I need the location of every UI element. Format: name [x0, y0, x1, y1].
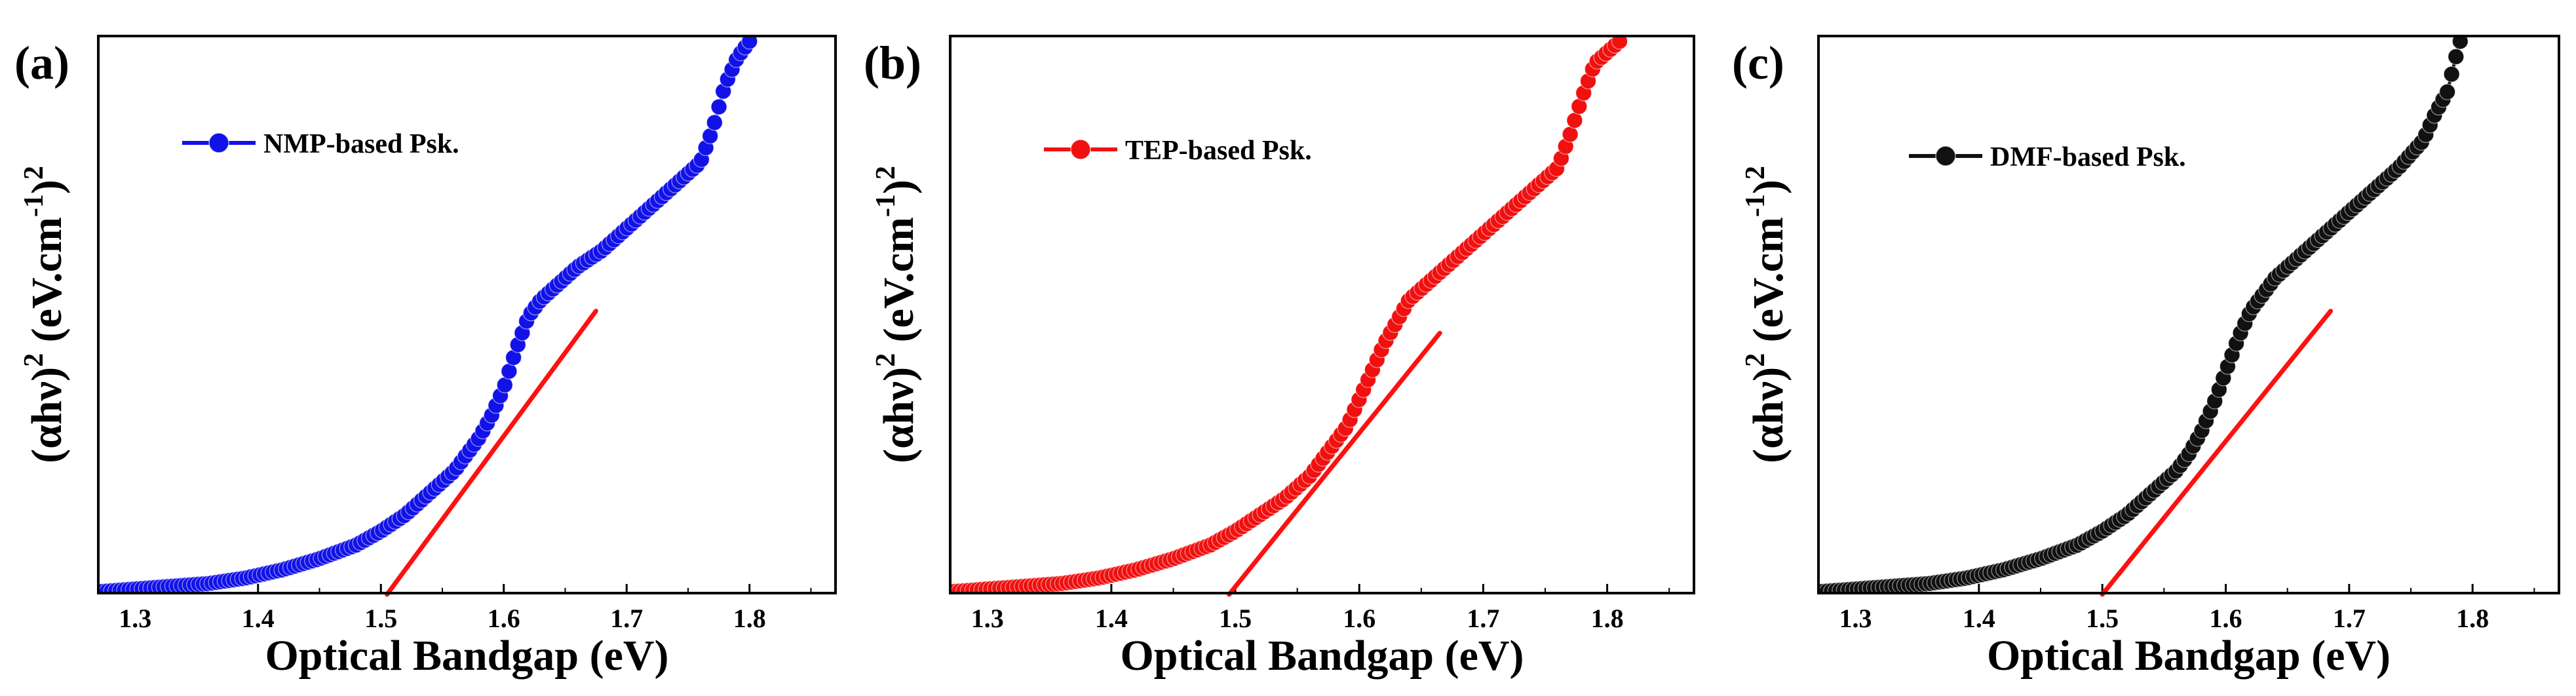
y-axis-title-superscript: 2 — [1740, 353, 1771, 367]
data-series — [950, 36, 1628, 593]
x-axis-title: Optical Bandgap (eV) — [265, 632, 668, 680]
data-point — [2451, 36, 2469, 50]
data-point — [496, 376, 513, 394]
tangent-fit-line — [1227, 330, 1442, 597]
x-tick-label: 1.5 — [364, 604, 397, 633]
data-point — [501, 362, 518, 380]
y-axis-title-part: ) — [875, 180, 923, 194]
x-tick-label: 1.4 — [1963, 604, 1995, 633]
x-tick-label: 1.8 — [1591, 604, 1624, 633]
y-axis-title: (αhν)2 (eV.cm-1)2 — [1740, 166, 1793, 463]
data-point — [706, 114, 723, 131]
y-axis-title-superscript: 2 — [1740, 166, 1771, 180]
x-tick-label: 1.5 — [2086, 604, 2119, 633]
tangent-fit-line — [2100, 309, 2334, 597]
plot-frame — [97, 35, 837, 594]
legend-label: TEP-based Psk. — [1125, 136, 1312, 166]
data-point — [741, 36, 758, 50]
x-tick-label: 1.6 — [2210, 604, 2242, 633]
tangent-fit-line — [385, 309, 598, 597]
panel-label: (c) — [1732, 37, 1784, 89]
y-axis-title-superscript: -1 — [871, 194, 901, 217]
x-ticks: 1.3 1.4 1.5 1.6 1.7 1.8 — [1839, 584, 2535, 633]
x-tick-label: 1.7 — [1467, 604, 1499, 633]
x-axis-title: Optical Bandgap (eV) — [1987, 632, 2391, 680]
plot-frame — [949, 35, 1695, 594]
legend-label: NMP-based Psk. — [263, 129, 459, 159]
data-point — [1611, 36, 1628, 50]
x-tick-label: 1.4 — [1095, 604, 1128, 633]
x-tick-label: 1.4 — [242, 604, 275, 633]
x-tick-label: 1.7 — [2333, 604, 2366, 633]
y-axis-title-part: (eV.cm — [23, 217, 71, 353]
x-ticks: 1.3 1.4 1.5 1.6 1.7 1.8 — [971, 584, 1670, 633]
y-axis-title-superscript: 2 — [871, 166, 901, 180]
legend-marker — [1935, 145, 1956, 166]
legend: NMP-based Psk. — [182, 129, 459, 159]
x-tick-label: 1.3 — [971, 604, 1004, 633]
x-tick-label: 1.7 — [610, 604, 643, 633]
x-tick-label: 1.8 — [733, 604, 766, 633]
x-tick-label: 1.6 — [1343, 604, 1375, 633]
plot-frame — [1817, 35, 2560, 594]
data-point — [1562, 126, 1579, 143]
legend: TEP-based Psk. — [1044, 136, 1312, 166]
y-axis-title-superscript: 2 — [19, 353, 49, 367]
panel-label: (a) — [14, 37, 69, 89]
y-axis-title-part: (eV.cm — [875, 217, 923, 353]
x-tick-label: 1.3 — [1839, 604, 1872, 633]
y-axis-title-part: ) — [23, 180, 71, 194]
data-series — [98, 36, 758, 593]
data-point — [2439, 83, 2456, 100]
x-tick-label: 1.5 — [1219, 604, 1252, 633]
x-ticks: 1.3 1.4 1.5 1.6 1.7 1.8 — [119, 584, 812, 633]
y-axis-title-superscript: -1 — [1740, 194, 1771, 217]
y-axis-title-part: (αhν) — [1744, 367, 1792, 463]
y-axis-title-superscript: 2 — [19, 166, 49, 180]
y-axis-title-part: (eV.cm — [1744, 217, 1792, 353]
data-point — [710, 98, 727, 115]
x-tick-label: 1.8 — [2456, 604, 2489, 633]
data-point — [1566, 112, 1583, 129]
legend-marker — [208, 132, 229, 153]
panel-label: (b) — [864, 37, 921, 89]
data-point — [2443, 66, 2460, 83]
y-axis-title-part: ) — [1744, 180, 1792, 194]
x-tick-label: 1.6 — [488, 604, 520, 633]
legend-label: DMF-based Psk. — [1990, 142, 2186, 172]
y-axis-title: (αhν)2 (eV.cm-1)2 — [871, 166, 923, 463]
legend-marker — [1070, 139, 1091, 160]
y-axis-title-superscript: 2 — [871, 353, 901, 367]
series-line — [98, 40, 751, 593]
legend: DMF-based Psk. — [1909, 142, 2186, 172]
x-tick-label: 1.3 — [119, 604, 151, 633]
y-axis-title-part: (αhν) — [23, 367, 71, 463]
data-series — [1818, 36, 2469, 593]
x-axis-title: Optical Bandgap (eV) — [1120, 632, 1524, 680]
y-axis-title-superscript: -1 — [19, 194, 49, 217]
y-axis-title: (αhν)2 (eV.cm-1)2 — [19, 166, 71, 463]
series-line — [950, 40, 1621, 593]
data-point — [2448, 48, 2465, 66]
y-axis-title-part: (αhν) — [875, 367, 923, 463]
